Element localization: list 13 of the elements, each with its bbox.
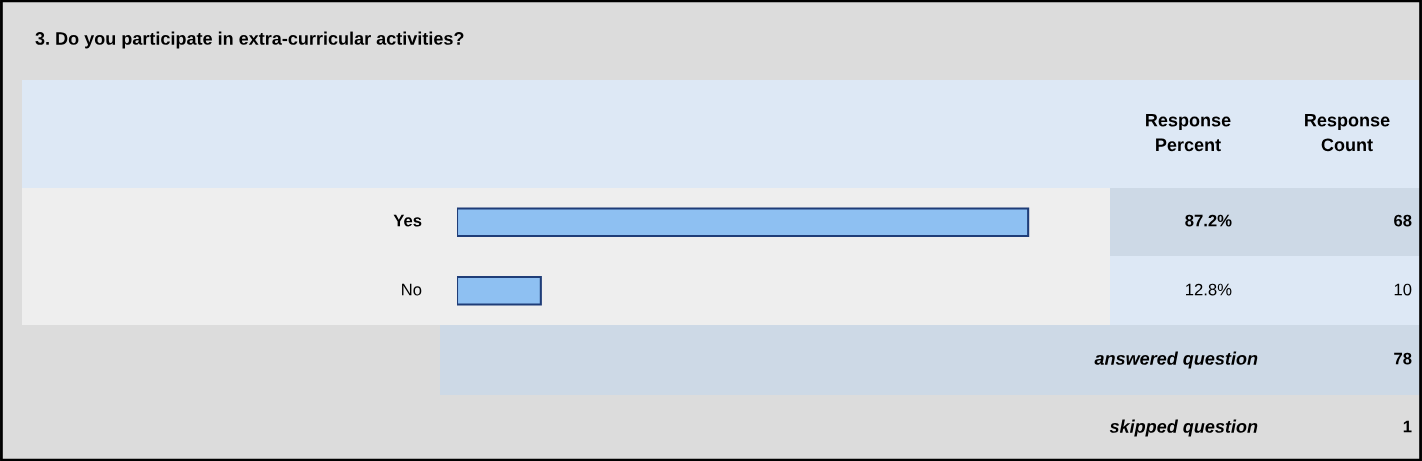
data-label: 12.8% — [1186, 283, 1232, 296]
text: 78 — [1394, 352, 1412, 365]
text: 10 — [1394, 283, 1412, 296]
text: 1 — [1403, 420, 1412, 433]
text: Response Count — [1305, 113, 1390, 152]
text: 68 — [1394, 214, 1412, 227]
text: Response Percent — [1146, 113, 1231, 152]
text: 3. Do you participate in extra-curricular activities? — [35, 31, 464, 49]
y-tick-label: No — [402, 283, 422, 296]
y-tick-label: Yes — [393, 214, 422, 227]
text: skipped question — [1109, 419, 1258, 437]
text: answered question — [1094, 351, 1258, 369]
data-label: 87.2% — [1185, 214, 1232, 227]
